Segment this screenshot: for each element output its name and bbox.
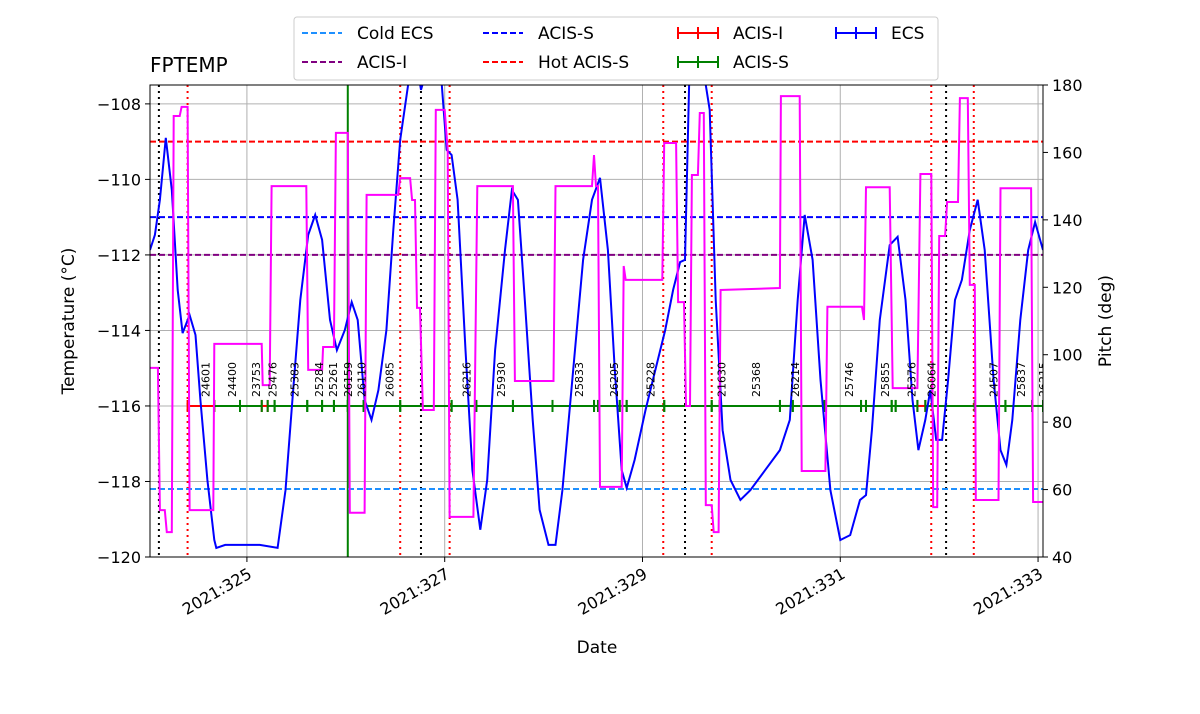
obsid-label: 24507: [988, 362, 1001, 397]
x-tick-label: 2021:325: [179, 564, 255, 619]
y2-tick-label: 80: [1052, 413, 1072, 432]
grid: [150, 85, 1043, 558]
y-tick-label: −114: [97, 321, 141, 340]
obsid-label: 24400: [226, 362, 239, 397]
obsid-label: 26064: [925, 362, 938, 397]
y2-axis-label: Pitch (deg): [1096, 275, 1116, 367]
legend-label: ACIS-I: [733, 24, 783, 44]
obsid-label: 25837: [1015, 362, 1028, 397]
y-tick-label: −116: [97, 397, 141, 416]
obsid-label: 26159: [342, 362, 355, 397]
axes: −120 −118 −116 −114 −112 −110 −108 40 60 80 100 120…: [97, 76, 1083, 619]
x-tick-label: 2021:329: [575, 564, 651, 619]
axes-frame: [149, 84, 1044, 558]
legend-label: Cold ECS: [357, 24, 434, 44]
legend-label: ECS: [891, 24, 924, 44]
x-tick-label: 2021:331: [772, 564, 848, 619]
obsid-label: 25228: [644, 362, 657, 397]
obsid-label: 26216: [460, 362, 473, 397]
obsid-label: 24601: [199, 362, 212, 397]
x-axis-label: Date: [577, 638, 618, 658]
y2-tick-label: 40: [1052, 548, 1072, 567]
obsid-label: 26214: [789, 362, 802, 397]
obsid-label: 23753: [250, 362, 263, 397]
obsid-label: 26110: [356, 362, 369, 397]
obsid-label: 25855: [879, 362, 892, 397]
plot-area: 24601 24400 23753 25476 25383 25284 25261 26159…: [150, 85, 1050, 557]
y2-tick-label: 160: [1052, 143, 1083, 162]
obsid-label: 25476: [267, 362, 280, 397]
obsid-label: 25930: [495, 362, 508, 397]
legend-label: ACIS-S: [538, 24, 594, 44]
legend-box: [293, 16, 939, 81]
y2-tick-label: 180: [1052, 76, 1083, 95]
y2-tick-label: 60: [1052, 481, 1072, 500]
obsid-label: 25376: [905, 362, 918, 397]
legend-label: Hot ACIS-S: [538, 53, 629, 73]
obsid-label: 25261: [327, 362, 340, 397]
obsid-label: 25383: [288, 362, 301, 397]
obsid-label: 26205: [608, 362, 621, 397]
obsid-label: 26085: [383, 362, 396, 397]
y-axis-label: Temperature (°C): [59, 248, 79, 396]
y-tick-label: −120: [97, 548, 141, 567]
y-tick-label: −112: [97, 246, 141, 265]
y2-tick-label: 120: [1052, 278, 1083, 297]
y2-tick-label: 100: [1052, 346, 1083, 365]
legend-label: ACIS-I: [357, 53, 407, 73]
chart-title: FPTEMP: [150, 53, 228, 77]
obsid-label: 25284: [313, 362, 326, 397]
legend: Cold ECS ACIS-I ACIS-S Hot ACIS-S ACIS-I ACIS…: [302, 24, 924, 73]
obsid-label: 26215: [1037, 362, 1050, 397]
y2-tick-label: 140: [1052, 211, 1083, 230]
obsid-label: 25746: [843, 362, 856, 397]
y-tick-label: −110: [97, 170, 141, 189]
obsid-label: 21630: [716, 362, 729, 397]
x-tick-label: 2021:333: [970, 564, 1046, 619]
temperature-line: [150, 85, 1043, 550]
obsid-label: 25368: [750, 362, 763, 397]
obsid-label: 25833: [573, 362, 586, 397]
y-tick-label: −108: [97, 95, 141, 114]
x-tick-label: 2021:327: [377, 564, 453, 619]
pitch-line: [150, 95, 1043, 534]
legend-label: ACIS-S: [733, 53, 789, 73]
y-tick-label: −118: [97, 472, 141, 491]
